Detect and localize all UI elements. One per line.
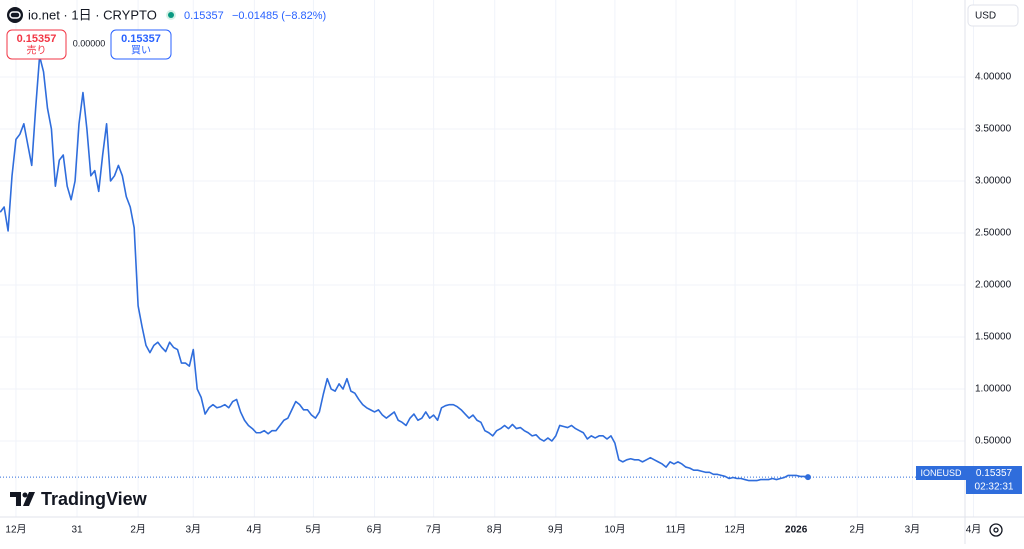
x-tick-label: 5月: [306, 524, 322, 536]
price-tag-price: 0.15357: [976, 468, 1013, 479]
brand-logo: [10, 492, 35, 506]
y-tick-label: 0.50000: [975, 436, 1012, 447]
header-change: −0.01485 (−8.82%): [232, 10, 326, 22]
axes: 0.50000 1.00000 1.50000 2.00000 2.50000 3.000…: [5, 72, 1011, 536]
x-tick-label: 7月: [426, 524, 442, 536]
symbol-tag: [916, 466, 966, 480]
x-tick-label: 4月: [247, 524, 263, 536]
x-tick-label: 4月: [966, 524, 982, 536]
plot: [0, 55, 965, 482]
price-tag-countdown: 02:32:31: [975, 482, 1014, 493]
x-tick-label: 11月: [666, 524, 686, 536]
currency: USD: [975, 11, 996, 22]
brand-mark: [10, 492, 21, 506]
symbol-logo-mark: [9, 11, 21, 19]
buy-label: 買い: [131, 45, 151, 57]
price-line: [0, 55, 809, 482]
y-tick-label: 3.00000: [975, 176, 1012, 187]
x-tick-label: 2月: [130, 524, 146, 536]
y-tick-label: 1.50000: [975, 332, 1012, 343]
y-tick-label: 1.00000: [975, 384, 1012, 395]
symbol-title: io.net · 1日 · CRYPTO: [28, 7, 157, 22]
settings-icon: [989, 523, 1003, 537]
currency-button[interactable]: [967, 4, 1019, 27]
y-tick-label: 3.50000: [975, 124, 1012, 135]
y-tick-label: 4.00000: [975, 72, 1012, 83]
y-tick-label: 2.00000: [975, 280, 1012, 291]
symbol-logo: [7, 7, 23, 23]
x-tick-label: 31: [71, 525, 83, 536]
x-tick-label: 2026: [785, 525, 808, 536]
x-tick-label: 2月: [849, 524, 865, 536]
settings-button[interactable]: [989, 523, 1003, 537]
sell-price: 0.15357: [17, 33, 57, 45]
buy-price: 0.15357: [121, 33, 161, 45]
buy-button[interactable]: [110, 29, 172, 60]
sell-button[interactable]: [6, 29, 67, 60]
sell-label: 売り: [27, 44, 47, 57]
header-price: 0.15357: [184, 10, 224, 22]
brand-mark: [23, 492, 35, 506]
x-tick-label: 9月: [548, 524, 564, 536]
x-tick-label: 10月: [604, 524, 625, 536]
spread: 0.00000: [73, 38, 106, 48]
grid: [0, 0, 974, 517]
price-tag: [966, 466, 1022, 494]
brand-mark: [22, 492, 28, 498]
y-tick-label: 2.50000: [975, 228, 1012, 239]
x-tick-label: 6月: [367, 524, 383, 536]
x-tick-label: 3月: [905, 524, 921, 536]
x-tick-label: 12月: [5, 524, 26, 536]
x-tick-label: 3月: [185, 524, 201, 536]
last-price-dot: [804, 474, 811, 481]
brand-name: TradingView: [41, 489, 148, 509]
status-dot: [168, 12, 174, 18]
symbol-tag-text: IONEUSD: [920, 468, 962, 478]
x-tick-label: 12月: [725, 524, 746, 536]
settings-icon: [993, 527, 999, 533]
x-tick-label: 8月: [487, 524, 503, 536]
